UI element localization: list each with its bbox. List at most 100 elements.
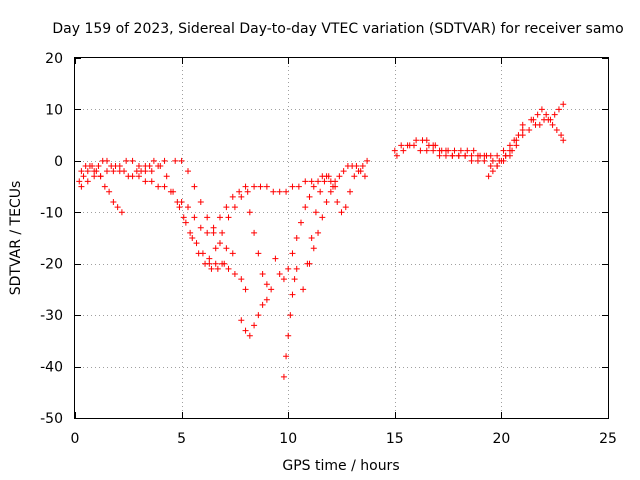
y-tick-labels: -50 -40 -30 -20 -10 0 10 20 [40, 51, 63, 427]
data-point [251, 183, 258, 190]
data-point [555, 106, 562, 113]
x-tick-label: 15 [386, 431, 404, 447]
data-point [538, 106, 545, 113]
series-arc-d [135, 173, 249, 293]
series-arc-l [280, 265, 300, 380]
data-point [110, 168, 117, 175]
data-point [291, 276, 298, 283]
y-tick-label: -20 [40, 257, 63, 273]
data-point [436, 147, 443, 154]
data-point [285, 265, 292, 272]
data-point [470, 147, 477, 154]
plot-points [76, 101, 567, 380]
data-point [468, 157, 475, 164]
data-point [312, 209, 319, 216]
data-point [283, 353, 290, 360]
data-point [560, 137, 567, 144]
series-arc-h [206, 178, 315, 267]
data-point [481, 157, 488, 164]
data-point [442, 152, 449, 159]
data-point [534, 111, 541, 118]
data-point [357, 168, 364, 175]
series-arc-j [246, 209, 275, 293]
data-point [347, 188, 354, 195]
data-point [393, 152, 400, 159]
series-arc-g [178, 183, 249, 236]
data-point [398, 142, 405, 149]
data-point [302, 204, 309, 211]
data-point [142, 178, 149, 185]
data-point [246, 209, 253, 216]
data-point [184, 204, 191, 211]
data-point [276, 188, 283, 195]
data-point [78, 168, 85, 175]
data-point [178, 199, 185, 205]
data-point [204, 229, 211, 236]
data-point [135, 173, 142, 180]
data-point [306, 260, 313, 267]
data-point [223, 204, 230, 211]
data-point [498, 157, 505, 164]
data-point [259, 301, 266, 308]
data-point [172, 157, 179, 164]
data-point [78, 183, 85, 190]
data-point [76, 178, 83, 185]
data-point [323, 199, 330, 205]
x-axis-label: GPS time / hours [282, 458, 399, 474]
data-point [91, 173, 98, 180]
y-tick-label: 10 [45, 102, 63, 118]
data-point [338, 209, 345, 216]
data-point [251, 322, 258, 329]
data-point [161, 183, 168, 190]
data-point [176, 204, 183, 211]
data-point [430, 142, 437, 149]
data-point [340, 168, 347, 175]
data-point [468, 152, 475, 159]
data-point [423, 147, 430, 154]
data-point [191, 183, 198, 190]
data-point [118, 209, 125, 216]
data-point [116, 163, 123, 169]
data-point [329, 183, 336, 190]
data-point [242, 286, 249, 293]
data-point [231, 271, 238, 277]
data-point [545, 116, 552, 123]
data-point [310, 245, 317, 252]
data-point [332, 178, 339, 185]
data-point [244, 188, 251, 195]
data-point [210, 229, 217, 236]
data-point [110, 199, 117, 205]
data-point [449, 152, 456, 159]
data-point [306, 193, 313, 200]
data-point [308, 235, 315, 241]
data-point [189, 235, 196, 241]
data-point [351, 173, 358, 180]
data-point [487, 163, 494, 169]
data-point [195, 250, 202, 257]
data-point [197, 199, 204, 205]
data-point [91, 168, 98, 175]
data-point [268, 286, 275, 293]
data-point [180, 214, 187, 221]
data-point [549, 121, 556, 128]
data-point [502, 152, 509, 159]
data-point [553, 127, 560, 133]
data-point [157, 163, 164, 169]
data-point [238, 193, 245, 200]
data-point [536, 121, 543, 128]
data-point [462, 152, 469, 159]
data-point [219, 229, 226, 236]
data-point [289, 183, 296, 190]
data-point [511, 137, 518, 144]
data-point [204, 214, 211, 221]
data-point [193, 240, 200, 247]
data-point [229, 193, 236, 200]
data-point [150, 157, 157, 164]
data-point [280, 276, 287, 283]
data-point [135, 163, 142, 169]
data-point [317, 188, 324, 195]
data-point [436, 152, 443, 159]
data-point [238, 276, 245, 283]
series-arc-k [272, 173, 339, 283]
data-point [295, 183, 302, 190]
